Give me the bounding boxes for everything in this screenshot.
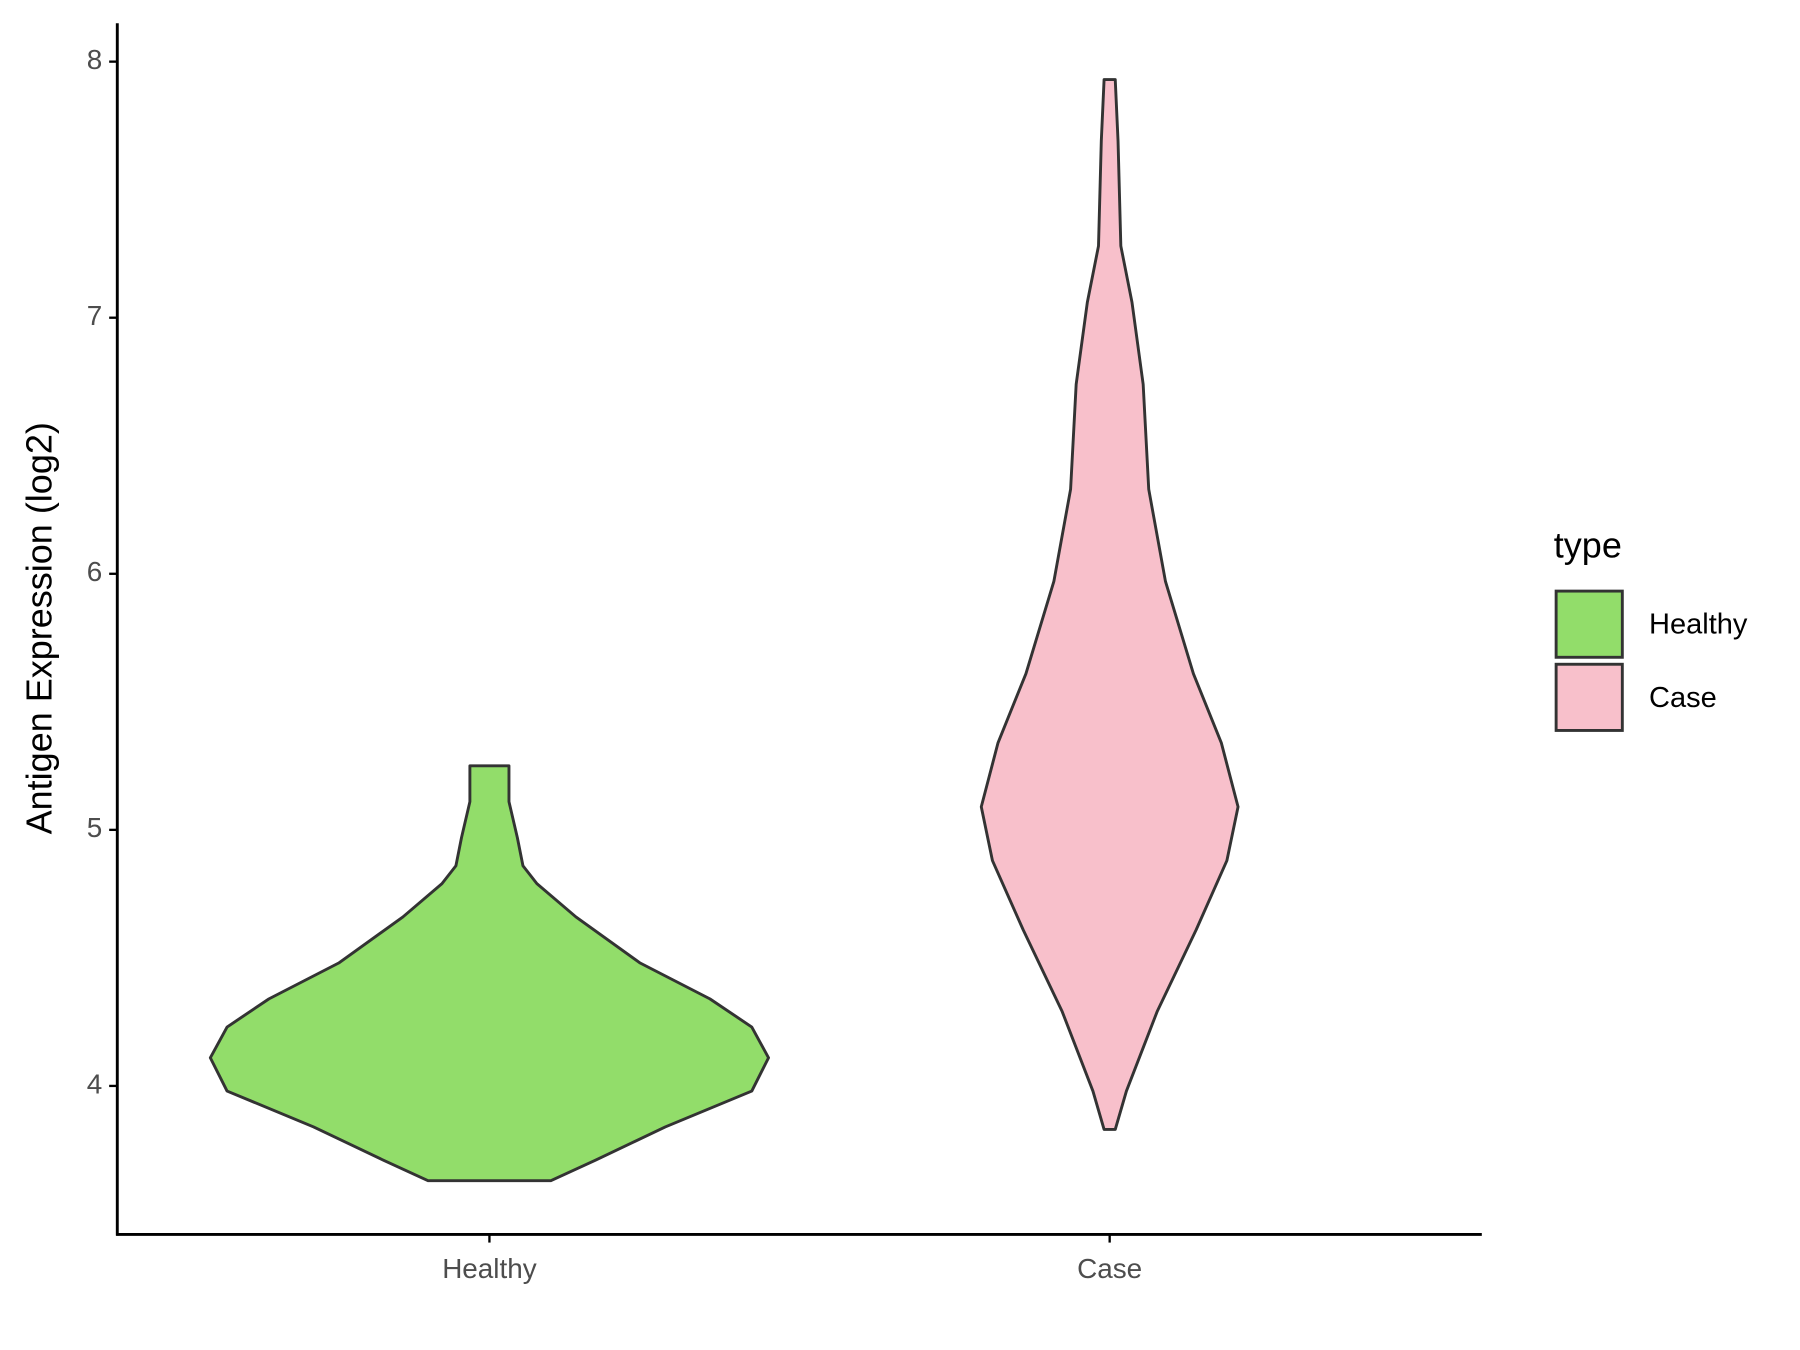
x-tick-label: Case <box>1077 1253 1142 1284</box>
y-tick-label: 6 <box>87 556 103 587</box>
y-axis-title: Antigen Expression (log2) <box>18 422 59 834</box>
legend-key <box>1554 589 1624 659</box>
legend-title: type <box>1554 525 1622 566</box>
y-tick-label: 7 <box>87 300 103 331</box>
y-tick-label: 8 <box>87 44 103 75</box>
legend-label: Healthy <box>1649 609 1748 641</box>
legend-label: Case <box>1649 682 1717 714</box>
x-tick-label: Healthy <box>442 1253 537 1284</box>
y-tick-label: 5 <box>87 812 103 843</box>
y-tick-label: 4 <box>87 1068 103 1099</box>
violin <box>208 764 770 1183</box>
legend-key <box>1554 662 1624 732</box>
violin <box>979 78 1240 1131</box>
